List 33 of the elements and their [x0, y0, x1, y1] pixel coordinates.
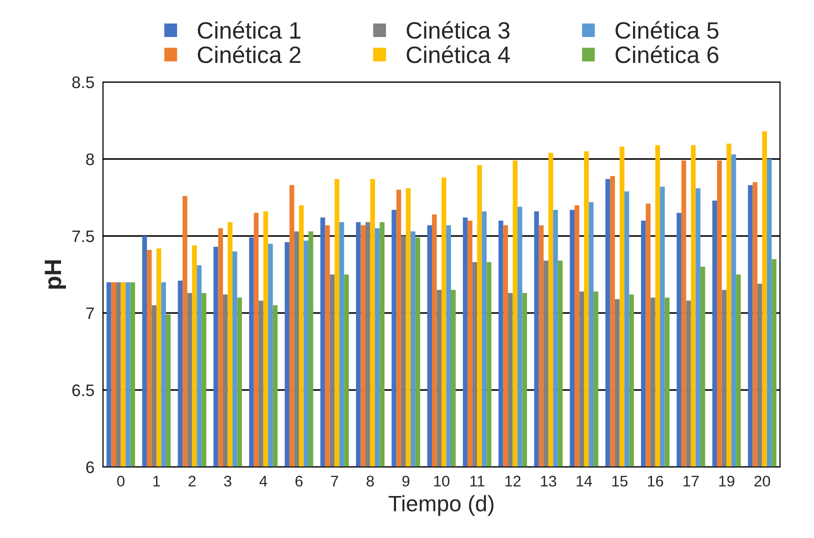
x-tick-label: 11 [470, 476, 484, 486]
x-tick-label: 7 [331, 476, 338, 486]
x-tick-label: 0 [117, 476, 124, 487]
x-tick-label: 8 [366, 476, 374, 487]
x-tick-label: 6 [296, 476, 303, 487]
x-axis-title: Tiempo (d) [388, 495, 494, 516]
legend-label: Cinética 1 [198, 21, 300, 39]
x-tick-label: 16 [648, 476, 664, 487]
y-tick-label: 8.5 [72, 76, 94, 88]
x-tick-label: 4 [259, 476, 268, 486]
y-tick-label: 8 [86, 153, 94, 166]
x-tick-label: 17 [684, 476, 699, 486]
x-tick-label: 19 [719, 476, 734, 487]
y-axis-title: pH [44, 260, 66, 289]
x-tick-label: 15 [612, 476, 628, 487]
y-tick-label: 6 [86, 461, 94, 474]
legend-label: Cinética 3 [406, 21, 510, 39]
x-tick-label: 14 [576, 476, 592, 486]
x-tick-label: 20 [754, 476, 770, 487]
x-tick-label: 2 [188, 476, 196, 486]
legend-label: Cinética 4 [406, 46, 510, 64]
x-tick-label: 10 [434, 476, 450, 487]
legend-label: Cinética 2 [198, 46, 300, 64]
legend-label: Cinética 6 [616, 46, 718, 64]
x-tick-label: 13 [541, 476, 556, 487]
y-tick-label: 7 [86, 308, 94, 320]
legend-label: Cinética 5 [616, 21, 718, 39]
x-tick-label: 9 [402, 476, 410, 487]
x-tick-label: 1 [153, 476, 160, 486]
x-tick-label: 3 [224, 476, 232, 487]
y-tick-label: 7.5 [72, 230, 94, 242]
x-tick-label: 12 [505, 476, 520, 486]
y-tick-label: 6.5 [72, 384, 94, 396]
